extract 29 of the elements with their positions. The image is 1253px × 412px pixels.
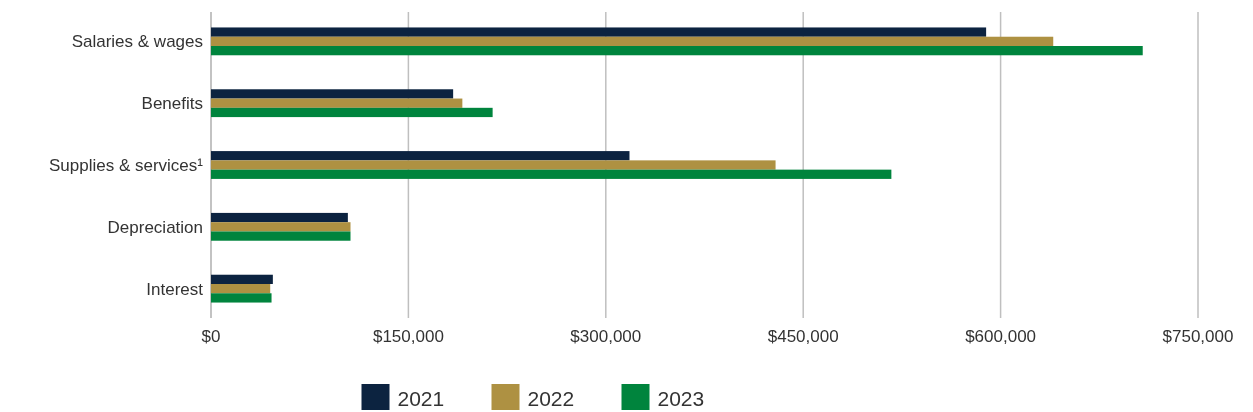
bar (211, 107, 493, 118)
x-tick-label: $0 (201, 327, 221, 346)
bar (211, 89, 454, 99)
y-tick-label: Supplies & services¹ (48, 156, 204, 175)
legend-label: 2023 (657, 387, 705, 410)
bar (211, 222, 351, 232)
legend-label: 2021 (397, 387, 445, 410)
legend-label: 2022 (527, 387, 575, 410)
bar (211, 36, 1054, 46)
bar (211, 293, 272, 303)
bar (211, 151, 630, 161)
bar (211, 160, 776, 170)
x-tick-label: $450,000 (767, 327, 839, 346)
bar (211, 231, 351, 241)
x-tick-label: $750,000 (1162, 327, 1234, 346)
bar (211, 274, 273, 284)
bar (211, 169, 892, 179)
bar (211, 98, 463, 108)
x-tick-label: $150,000 (372, 327, 444, 346)
bar (211, 27, 987, 37)
y-tick-label: Benefits (141, 94, 203, 114)
y-tick-label: Depreciation (107, 217, 203, 237)
x-tick-label: $300,000 (570, 327, 642, 346)
bar (211, 284, 271, 294)
y-tick-label: Interest (146, 279, 204, 299)
x-tick-label: $600,000 (965, 327, 1037, 346)
bar (211, 46, 1143, 56)
y-tick-label: Salaries & wages (71, 32, 203, 52)
bar (211, 212, 348, 223)
